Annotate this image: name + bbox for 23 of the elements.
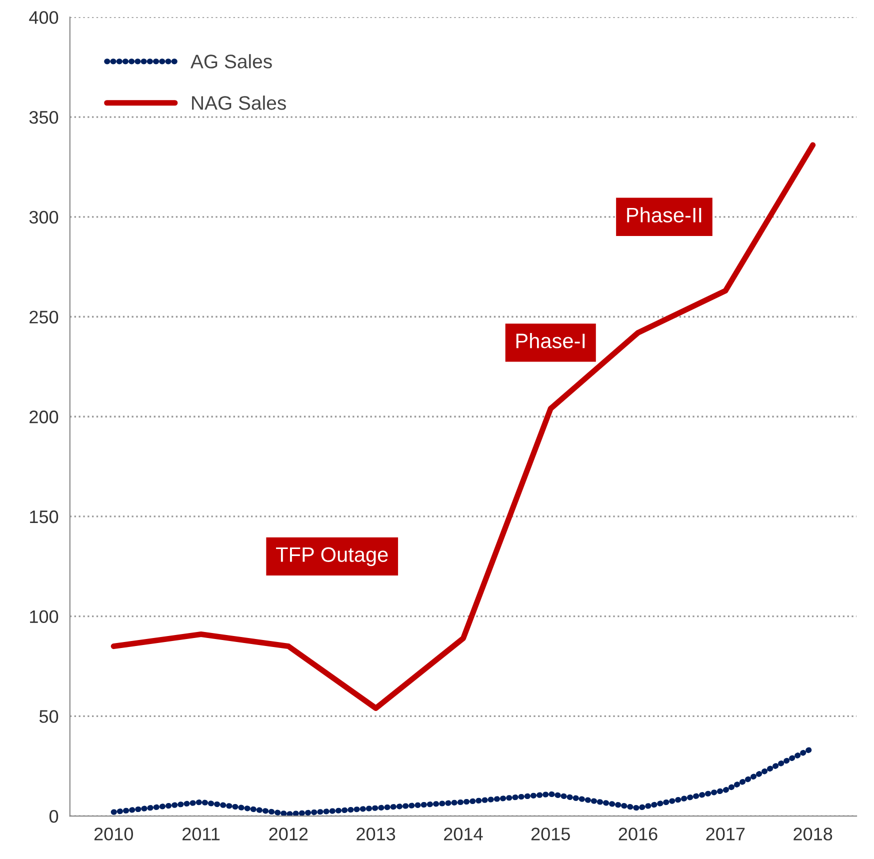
x-tick-label: 2016 (618, 828, 658, 840)
y-tick-label: 400 (29, 11, 58, 24)
annotation: Phase-I (516, 333, 585, 348)
x-tick-label: 2018 (794, 828, 832, 840)
x-tick-label: 2014 (444, 828, 483, 840)
x-tick-label: 2012 (269, 828, 308, 840)
annotation: TFP Outage (276, 547, 388, 566)
y-tick-label: 250 (30, 310, 58, 324)
x-tick-label: 2011 (182, 828, 220, 840)
annotation: Phase-II (627, 207, 702, 222)
x-tick-label: 2013 (356, 828, 396, 840)
y-tick-label: 50 (39, 710, 58, 723)
y-tick-label: 200 (30, 410, 58, 424)
x-tick-label: 2010 (94, 828, 133, 840)
x-tick-label: 2015 (531, 828, 570, 840)
y-tick-label: 150 (30, 510, 58, 524)
y-tick-label: 350 (29, 110, 58, 124)
legend-label: NAG Sales (192, 96, 286, 110)
legend-label: AG Sales (190, 54, 272, 68)
x-tick-label: 2017 (706, 828, 745, 840)
y-tick-label: 0 (49, 810, 58, 823)
y-tick-label: 300 (29, 210, 58, 224)
y-tick-label: 100 (30, 610, 58, 624)
